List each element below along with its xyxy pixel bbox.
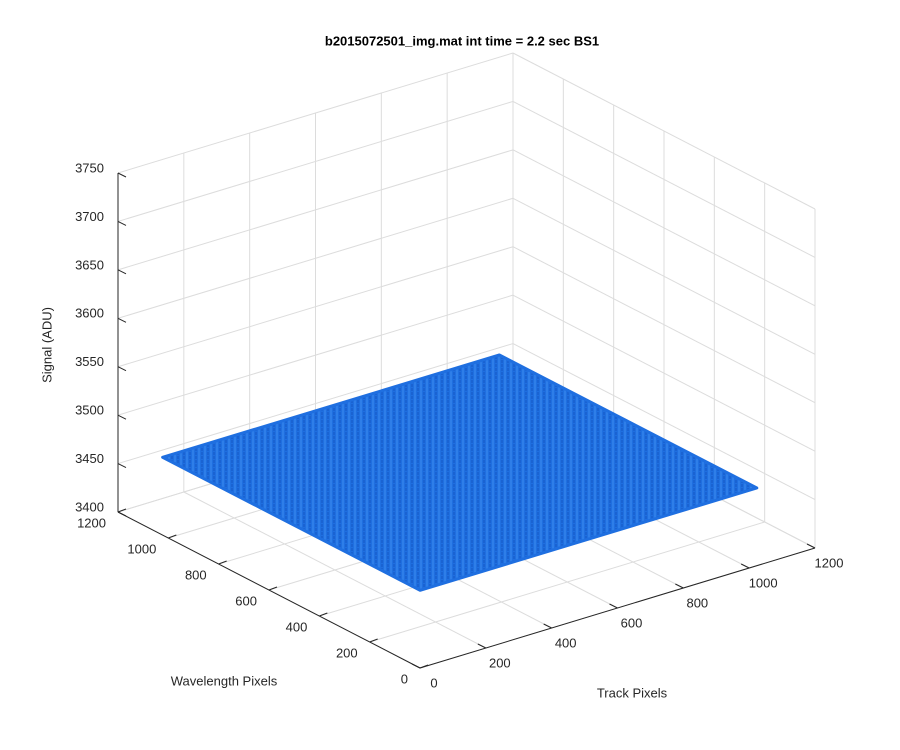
y-tick [319, 612, 328, 617]
grid-line [117, 149, 514, 271]
grid-line [512, 246, 816, 404]
grid-line [512, 52, 816, 210]
y-tick [369, 638, 378, 643]
y-tick-label: 800 [185, 567, 207, 582]
grid-line [117, 343, 514, 465]
x-tick-label: 400 [555, 635, 577, 650]
z-tick [117, 269, 127, 275]
z-tick [117, 414, 127, 420]
y-tick-label: 0 [401, 671, 408, 686]
y-axis-label: Wavelength Pixels [171, 673, 278, 688]
z-tick-label: 3400 [75, 499, 104, 514]
y-tick-label: 1200 [77, 515, 106, 530]
z-tick-label: 3550 [75, 354, 104, 369]
y-tick [168, 534, 177, 539]
z-tick-label: 3450 [75, 451, 104, 466]
x-axis-label: Track Pixels [597, 685, 668, 700]
y-tick-label: 200 [336, 645, 358, 660]
grid-line [512, 149, 816, 307]
x-tick [477, 643, 487, 649]
grid-line [117, 246, 514, 368]
grid-line [117, 197, 514, 319]
chart-title: b2015072501_img.mat int time = 2.2 sec B… [325, 33, 599, 48]
x-tick [806, 543, 816, 549]
y-tick [419, 664, 429, 669]
grid-line [117, 52, 514, 174]
z-tick-label: 3750 [75, 160, 104, 175]
x-tick [411, 663, 421, 669]
y-tick-label: 400 [286, 619, 308, 634]
grid-line [512, 294, 816, 452]
z-tick [117, 172, 127, 178]
grid-line [512, 100, 816, 258]
x-tick-label: 0 [430, 675, 437, 690]
z-tick [117, 317, 127, 323]
x-tick-label: 1000 [749, 575, 778, 590]
grid-line [117, 100, 514, 222]
grid-line [512, 343, 816, 501]
x-tick [675, 583, 684, 589]
surface-patch [161, 353, 759, 592]
y-tick [268, 586, 278, 591]
z-axis-label: Signal (ADU) [39, 307, 54, 383]
y-tick [218, 560, 227, 565]
z-tick [117, 366, 127, 372]
grid-line [117, 294, 514, 416]
z-tick [117, 220, 127, 226]
x-tick-label: 600 [621, 615, 643, 630]
grid-line [369, 521, 765, 643]
z-tick-label: 3600 [75, 306, 104, 321]
z-tick [117, 511, 127, 517]
x-tick-label: 1200 [815, 555, 844, 570]
axes: 0 200 400 600 800 1000 1200 0 200 400 600 800 1000 12… [75, 160, 843, 690]
y-tick-label: 600 [235, 593, 257, 608]
x-tick-label: 800 [686, 595, 708, 610]
z-tick-label: 3650 [75, 257, 104, 272]
x-tick [609, 603, 618, 609]
x-tick [740, 563, 750, 569]
grid-line [512, 197, 816, 355]
y-tick-label: 1000 [127, 541, 156, 556]
x-tick-label: 200 [489, 655, 511, 670]
plot-area [161, 353, 759, 592]
y-tick [117, 508, 127, 513]
z-tick-label: 3700 [75, 209, 104, 224]
z-tick [117, 463, 127, 469]
z-tick-label: 3500 [75, 403, 104, 418]
x-tick [543, 623, 552, 629]
